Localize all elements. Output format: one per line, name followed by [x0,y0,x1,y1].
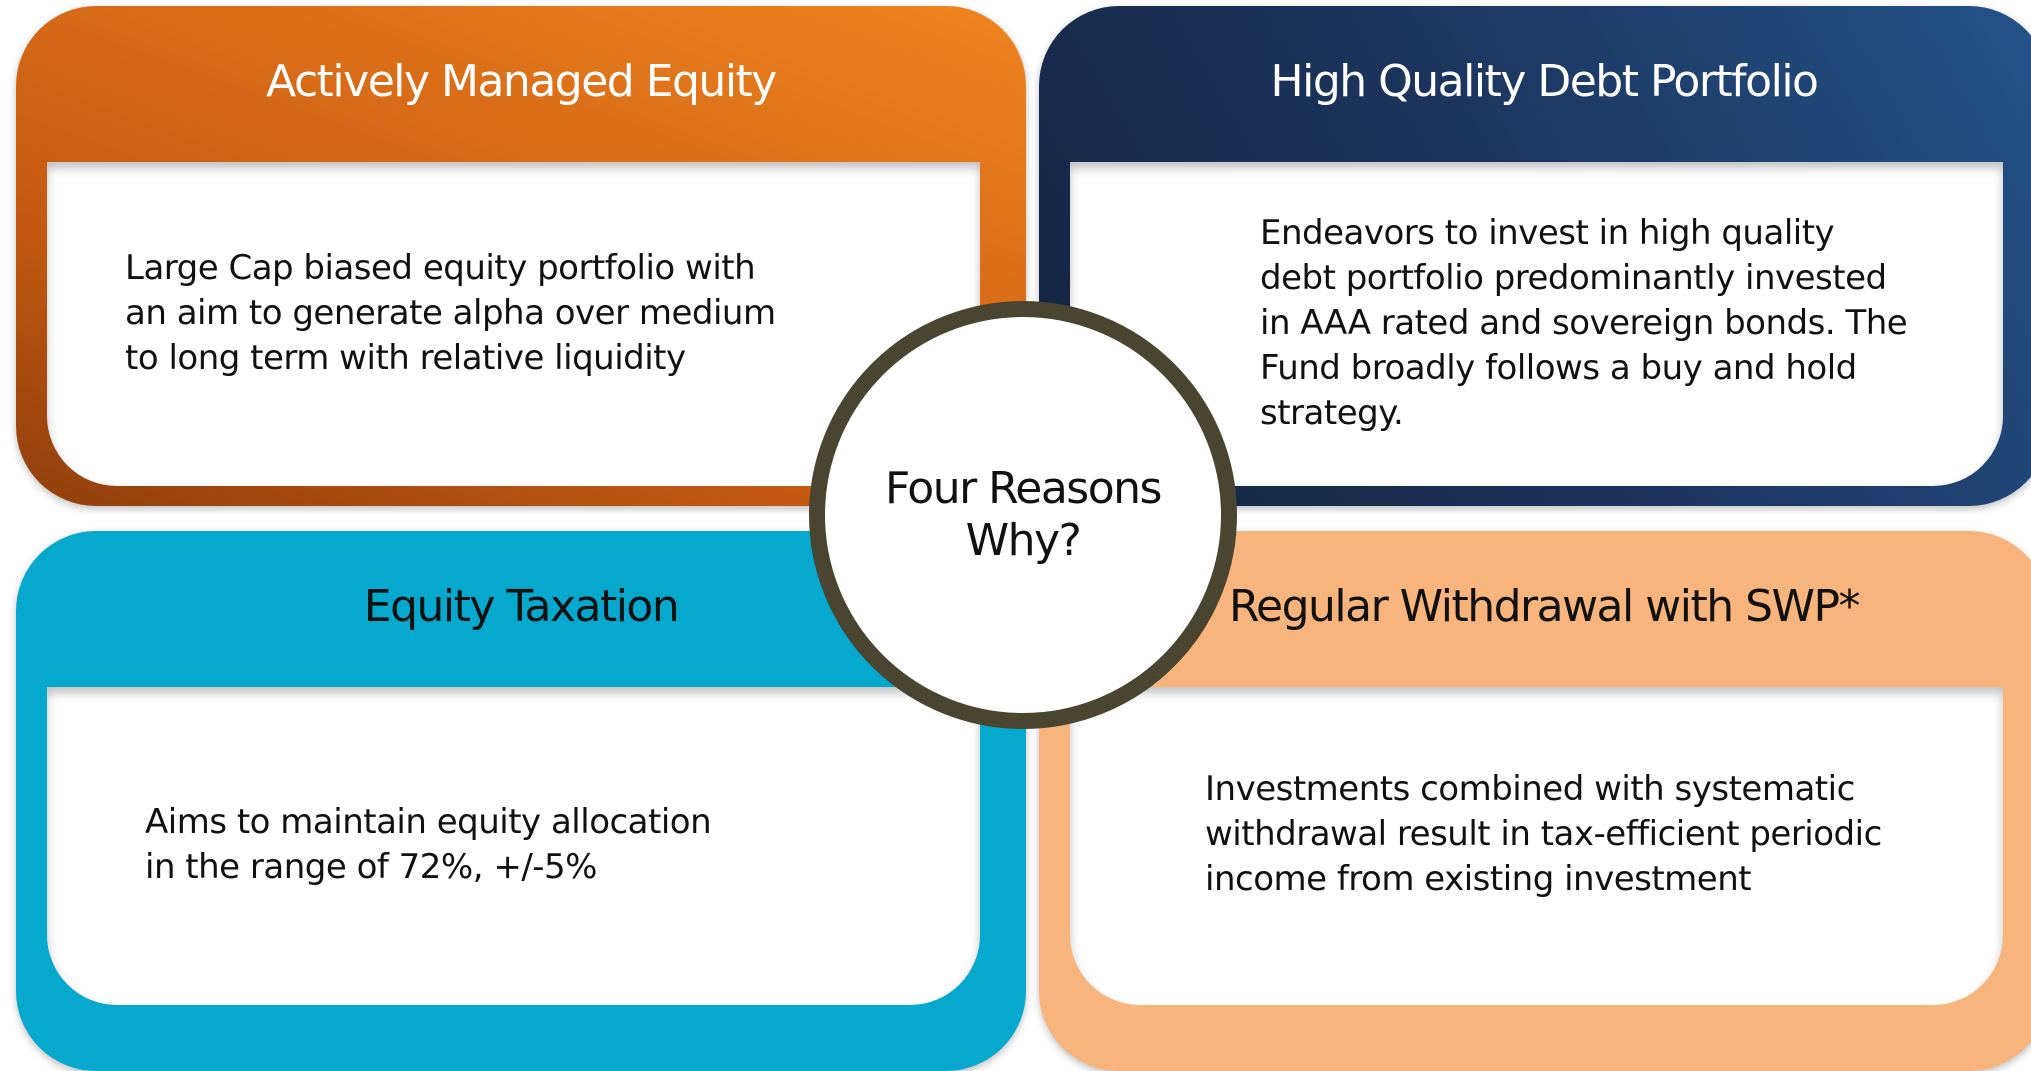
card: High Quality Debt Portfolio Endeavors to … [1039,6,2031,506]
text-line: to long term with relative liquidity [125,338,686,378]
card-text: Large Cap biased equity portfolio with an… [125,246,776,381]
text-line: Investments combined with systematic [1205,769,1855,809]
text-line: an aim to generate alpha over medium [125,293,776,333]
text-line: Endeavors to invest in high quality [1260,213,1835,253]
text-line: withdrawal result in tax-efficient perio… [1205,814,1882,854]
center-text: Four Reasons [885,463,1162,514]
text-line: strategy. [1260,393,1404,433]
card-title: Actively Managed Equity [266,56,777,107]
card-title: Equity Taxation [363,581,680,632]
card-body: Endeavors to invest in high quality debt … [1070,162,2003,486]
center-text: Why? [965,515,1082,566]
text-line: income from existing investment [1205,859,1752,899]
card: Actively Managed Equity Large Cap biased … [16,6,1026,506]
card: Regular Withdrawal with SWP* Investments … [1039,531,2031,1071]
text-line: in the range of 72%, +/-5% [145,847,598,887]
text-line: Large Cap biased equity portfolio with [125,248,756,288]
card-text: Endeavors to invest in high quality debt … [1260,211,1908,436]
card-text: Investments combined with systematic with… [1205,767,1882,902]
page: Actively Managed Equity Large Cap biased … [16,6,2031,1071]
card-text: Aims to maintain equity allocation in the… [145,800,712,890]
center-circle: Four Reasons Why? [809,301,1237,729]
text-line: debt portfolio predominantly invested [1260,258,1887,298]
card-body: Aims to maintain equity allocation in the… [47,687,980,1005]
text-line: Fund broadly follows a buy and hold [1260,348,1857,388]
card-body: Investments combined with systematic with… [1070,687,2003,1005]
card: Equity Taxation Aims to maintain equity a… [16,531,1026,1071]
text-line: Aims to maintain equity allocation [145,802,712,842]
card-title: Regular Withdrawal with SWP* [1228,581,1861,632]
card-title: High Quality Debt Portfolio [1270,56,1819,107]
text-line: in AAA rated and sovereign bonds. The [1260,303,1908,343]
